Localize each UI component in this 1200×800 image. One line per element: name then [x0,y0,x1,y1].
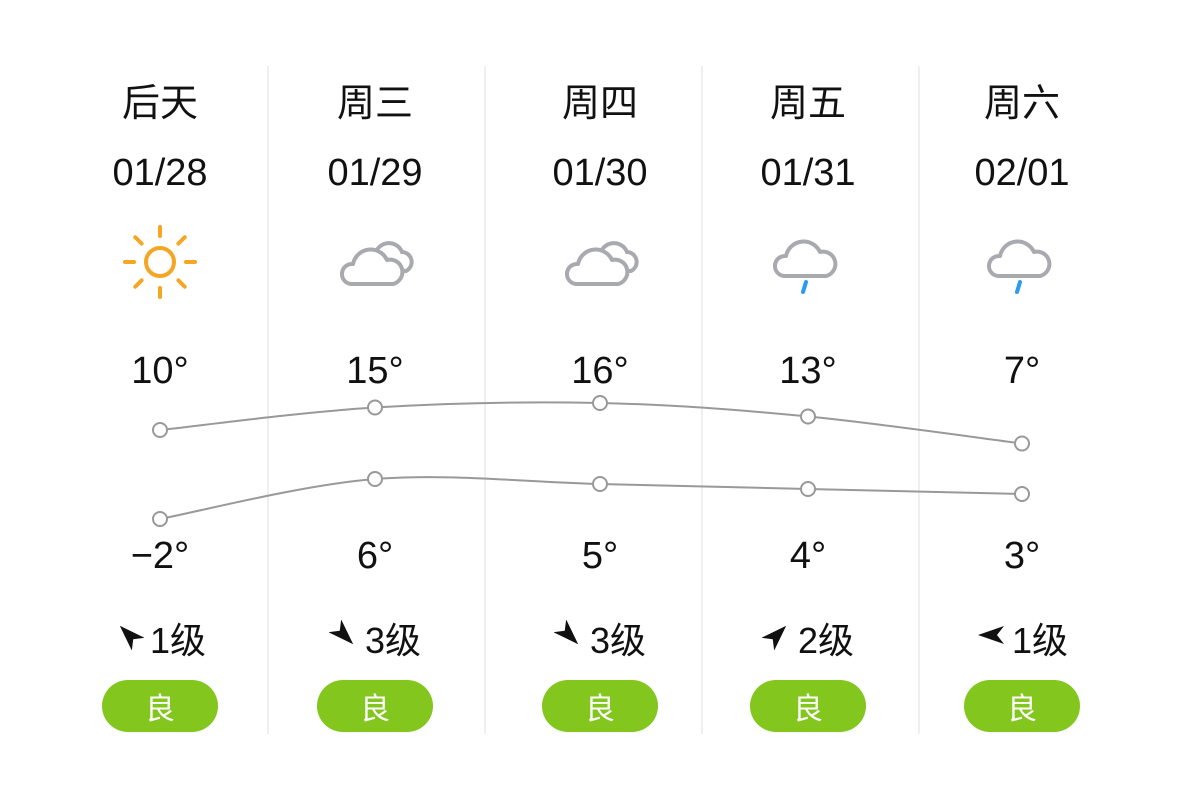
high-temp: 15° [346,350,404,392]
high-temp-point [152,422,168,438]
wind: 3级 [500,612,700,664]
low-temp-point [152,511,168,527]
day-of-week: 周六 [983,81,1060,125]
high-temp: 10° [131,350,189,392]
low-temp: −2° [130,535,190,577]
wind: 2级 [708,612,908,664]
date: 01/30 [552,152,648,194]
arrow-northwest-icon [114,617,145,659]
high-temp: 7° [1003,350,1041,392]
day-of-week: 周四 [561,81,638,125]
column-divider [701,66,703,734]
day-of-week: 周五 [769,81,846,125]
arrow-west-icon [976,617,1006,659]
arrow-southeast-icon [553,617,584,659]
light-rain-icon [982,222,1062,302]
arrow-northeast-icon [761,617,792,659]
column-divider [267,66,269,734]
date: 01/31 [760,152,856,194]
high-temp-line [159,401,1023,445]
forecast-day[interactable]: 周四 01/30 16° 5° 3级 良 [500,0,700,800]
date: 02/01 [974,152,1070,194]
low-temp: 4° [789,535,827,577]
wind-level: 1级 [1011,620,1069,661]
low-temp: 5° [581,535,619,577]
date: 01/29 [327,152,423,194]
aqi-badge[interactable]: 良 [102,680,218,732]
day-of-week: 后天 [121,81,198,125]
low-temp-point [800,481,816,497]
wind: 1级 [922,612,1122,664]
high-temp-point [1014,435,1030,452]
aqi-badge[interactable]: 良 [750,680,866,732]
sun-icon [120,222,200,302]
high-temp-point [800,408,816,425]
low-temp: 3° [1003,535,1041,577]
light-rain-icon [768,222,848,302]
high-temp-point [367,399,383,416]
low-temp-point [1014,486,1030,502]
cloudy-icon [560,222,640,302]
date: 01/28 [112,152,208,194]
high-temp: 13° [779,350,837,392]
high-temp-point [592,395,608,411]
wind: 3级 [275,612,475,664]
low-temp-line [159,476,1023,520]
forecast-day[interactable]: 周三 01/29 15° 6° 3级 良 [275,0,475,800]
forecast-day[interactable]: 后天 01/28 10° −2° 1级 良 [60,0,260,800]
column-divider [484,66,486,734]
aqi-badge[interactable]: 良 [542,680,658,732]
day-of-week: 周三 [336,81,413,125]
forecast-day[interactable]: 周五 01/31 13° 4° 2级 良 [708,0,908,800]
wind-level: 3级 [589,620,647,661]
forecast-day[interactable]: 周六 02/01 7° 3° 1级 良 [922,0,1122,800]
column-divider [918,66,920,734]
cloudy-icon [335,222,415,302]
high-temp: 16° [571,350,629,392]
wind-level: 1级 [149,620,207,661]
low-temp-point [367,471,383,487]
aqi-badge[interactable]: 良 [964,680,1080,732]
wind: 1级 [60,612,260,664]
low-temp: 6° [356,535,394,577]
low-temp-point [592,476,608,492]
wind-level: 3级 [364,620,422,661]
aqi-badge[interactable]: 良 [317,680,433,732]
arrow-southeast-icon [328,617,359,659]
wind-level: 2级 [797,620,855,661]
